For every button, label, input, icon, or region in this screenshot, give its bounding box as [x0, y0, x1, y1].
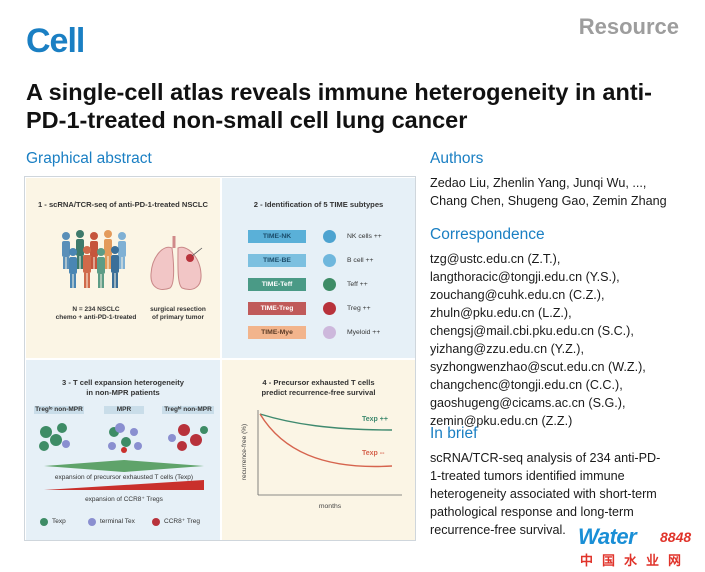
email-link[interactable]: gaoshugeng@cicams.ac.cn (S.G.),: [430, 396, 626, 410]
t-cell-clusters: [39, 423, 208, 453]
terminal-tex-legend-label: terminal Tex: [100, 518, 135, 525]
subtype-tag: TIME-NK: [248, 230, 306, 243]
correspondence-heading: Correspondence: [430, 226, 545, 243]
email-link[interactable]: syzhongwenzhao@scut.edu.cn (W.Z.),: [430, 360, 646, 374]
graphical-abstract-heading: Graphical abstract: [26, 150, 152, 167]
panel1-title: 1 - scRNA/TCR-seq of anti-PD-1-treated N…: [37, 200, 209, 209]
email-link[interactable]: chengsj@mail.cbi.pku.edu.cn (S.C.),: [430, 324, 634, 338]
email-link[interactable]: zemin@pku.edu.cn (Z.Z.): [430, 414, 573, 428]
patients-illustration: [62, 230, 126, 288]
panel2-title: 2 - Identification of 5 TIME subtypes: [253, 200, 384, 209]
texp-low-curve: [259, 413, 393, 468]
email-link[interactable]: yizhang@zzu.edu.cn (Y.Z.),: [430, 342, 584, 356]
watermark-subtitle: 中国水业网: [580, 553, 691, 568]
cell-type-icon: [323, 302, 336, 315]
expansion-arrows: [44, 460, 204, 490]
subtype-enrichment-label: Treg ++: [347, 305, 371, 312]
texp-expansion-label: expansion of precursor exhausted T cells…: [54, 474, 194, 481]
panel4-title: 4 - Precursor exhausted T cells predict …: [261, 378, 376, 397]
subtype-enrichment-label: NK cells ++: [347, 233, 382, 240]
texp-low-label: Texp --: [362, 450, 385, 457]
treg-expansion-label: expansion of CCR8⁺ Tregs: [85, 496, 163, 503]
group-mpr: MPR: [104, 406, 144, 414]
cell-type-icon: [323, 230, 336, 243]
subtype-tag: TIME-Teff: [248, 278, 306, 291]
email-link[interactable]: langthoracic@tongji.edu.cn (Y.S.),: [430, 270, 620, 284]
texp-legend-dot: [40, 518, 48, 526]
in-brief-heading: In brief: [430, 425, 478, 442]
cohort-caption: N = 234 NSCLC chemo + anti-PD-1-treated: [55, 306, 137, 321]
in-brief-text: scRNA/TCR-seq analysis of 234 anti-PD- 1…: [430, 451, 661, 537]
paper-title: A single-cell atlas reveals immune heter…: [26, 79, 652, 133]
authors-heading: Authors: [430, 150, 484, 167]
panel-time-subtypes: 2 - Identification of 5 TIME subtypes TI…: [221, 177, 415, 359]
x-axis-label: months: [319, 503, 342, 510]
cell-type-icon: [323, 254, 336, 267]
subtype-tag: TIME-BE: [248, 254, 306, 267]
email-link[interactable]: changchenc@tongji.edu.cn (C.C.),: [430, 378, 623, 392]
group-treg-low: Tregˡᵒ non-MPR: [34, 406, 84, 414]
resection-caption: surgical resection of primary tumor: [150, 306, 206, 321]
email-link[interactable]: zhuln@pku.edu.cn (L.Z.),: [430, 306, 572, 320]
subtype-tag: TIME-Mye: [248, 326, 306, 339]
lung-illustration: [150, 236, 203, 290]
authors-list: Zedao Liu, Zhenlin Yang, Junqi Wu, ..., …: [430, 176, 667, 208]
treg-legend-dot: [152, 518, 160, 526]
texp-high-curve: [259, 413, 393, 431]
site-watermark: Water 8848 中国水业网: [578, 524, 698, 570]
texp-legend-label: Texp: [52, 518, 66, 525]
terminal-tex-legend-dot: [88, 518, 96, 526]
panel-scrna-tcr-seq: 1 - scRNA/TCR-seq of anti-PD-1-treated N…: [25, 177, 221, 359]
journal-logo: Cell: [26, 22, 85, 60]
watermark-brand: Water: [578, 524, 637, 549]
cell-type-icon: [323, 326, 336, 339]
y-axis-label: recurrence-free (%): [241, 424, 248, 480]
survival-curves: recurrence-free (%) months Texp ++ Texp …: [241, 410, 402, 510]
article-type-label: Resource: [578, 14, 679, 39]
subtype-enrichment-label: B cell ++: [347, 257, 374, 264]
subtype-enrichment-label: Teff ++: [347, 281, 368, 288]
subtype-tag: TIME-Treg: [248, 302, 306, 315]
email-link[interactable]: zouchang@cuhk.edu.cn (C.Z.),: [430, 288, 605, 302]
panel3-title: 3 - T cell expansion heterogeneity in no…: [62, 378, 184, 397]
watermark-number: 8848: [660, 529, 692, 545]
email-link[interactable]: tzg@ustc.edu.cn (Z.T.),: [430, 252, 561, 266]
texp-high-label: Texp ++: [362, 416, 388, 423]
panel-survival: 4 - Precursor exhausted T cells predict …: [221, 359, 415, 540]
panel-t-cell-expansion: 3 - T cell expansion heterogeneity in no…: [25, 359, 221, 540]
subtype-enrichment-label: Myeloid ++: [347, 329, 381, 336]
treg-legend-label: CCR8⁺ Treg: [164, 518, 200, 525]
cell-legend: Texp terminal Tex CCR8⁺ Treg: [40, 516, 220, 530]
cell-type-icon: [323, 278, 336, 291]
graphical-abstract: 1 - scRNA/TCR-seq of anti-PD-1-treated N…: [24, 176, 416, 541]
correspondence-list: tzg@ustc.edu.cn (Z.T.), langthoracic@tong…: [430, 250, 646, 430]
group-treg-high: Tregʰⁱ non-MPR: [162, 406, 214, 414]
